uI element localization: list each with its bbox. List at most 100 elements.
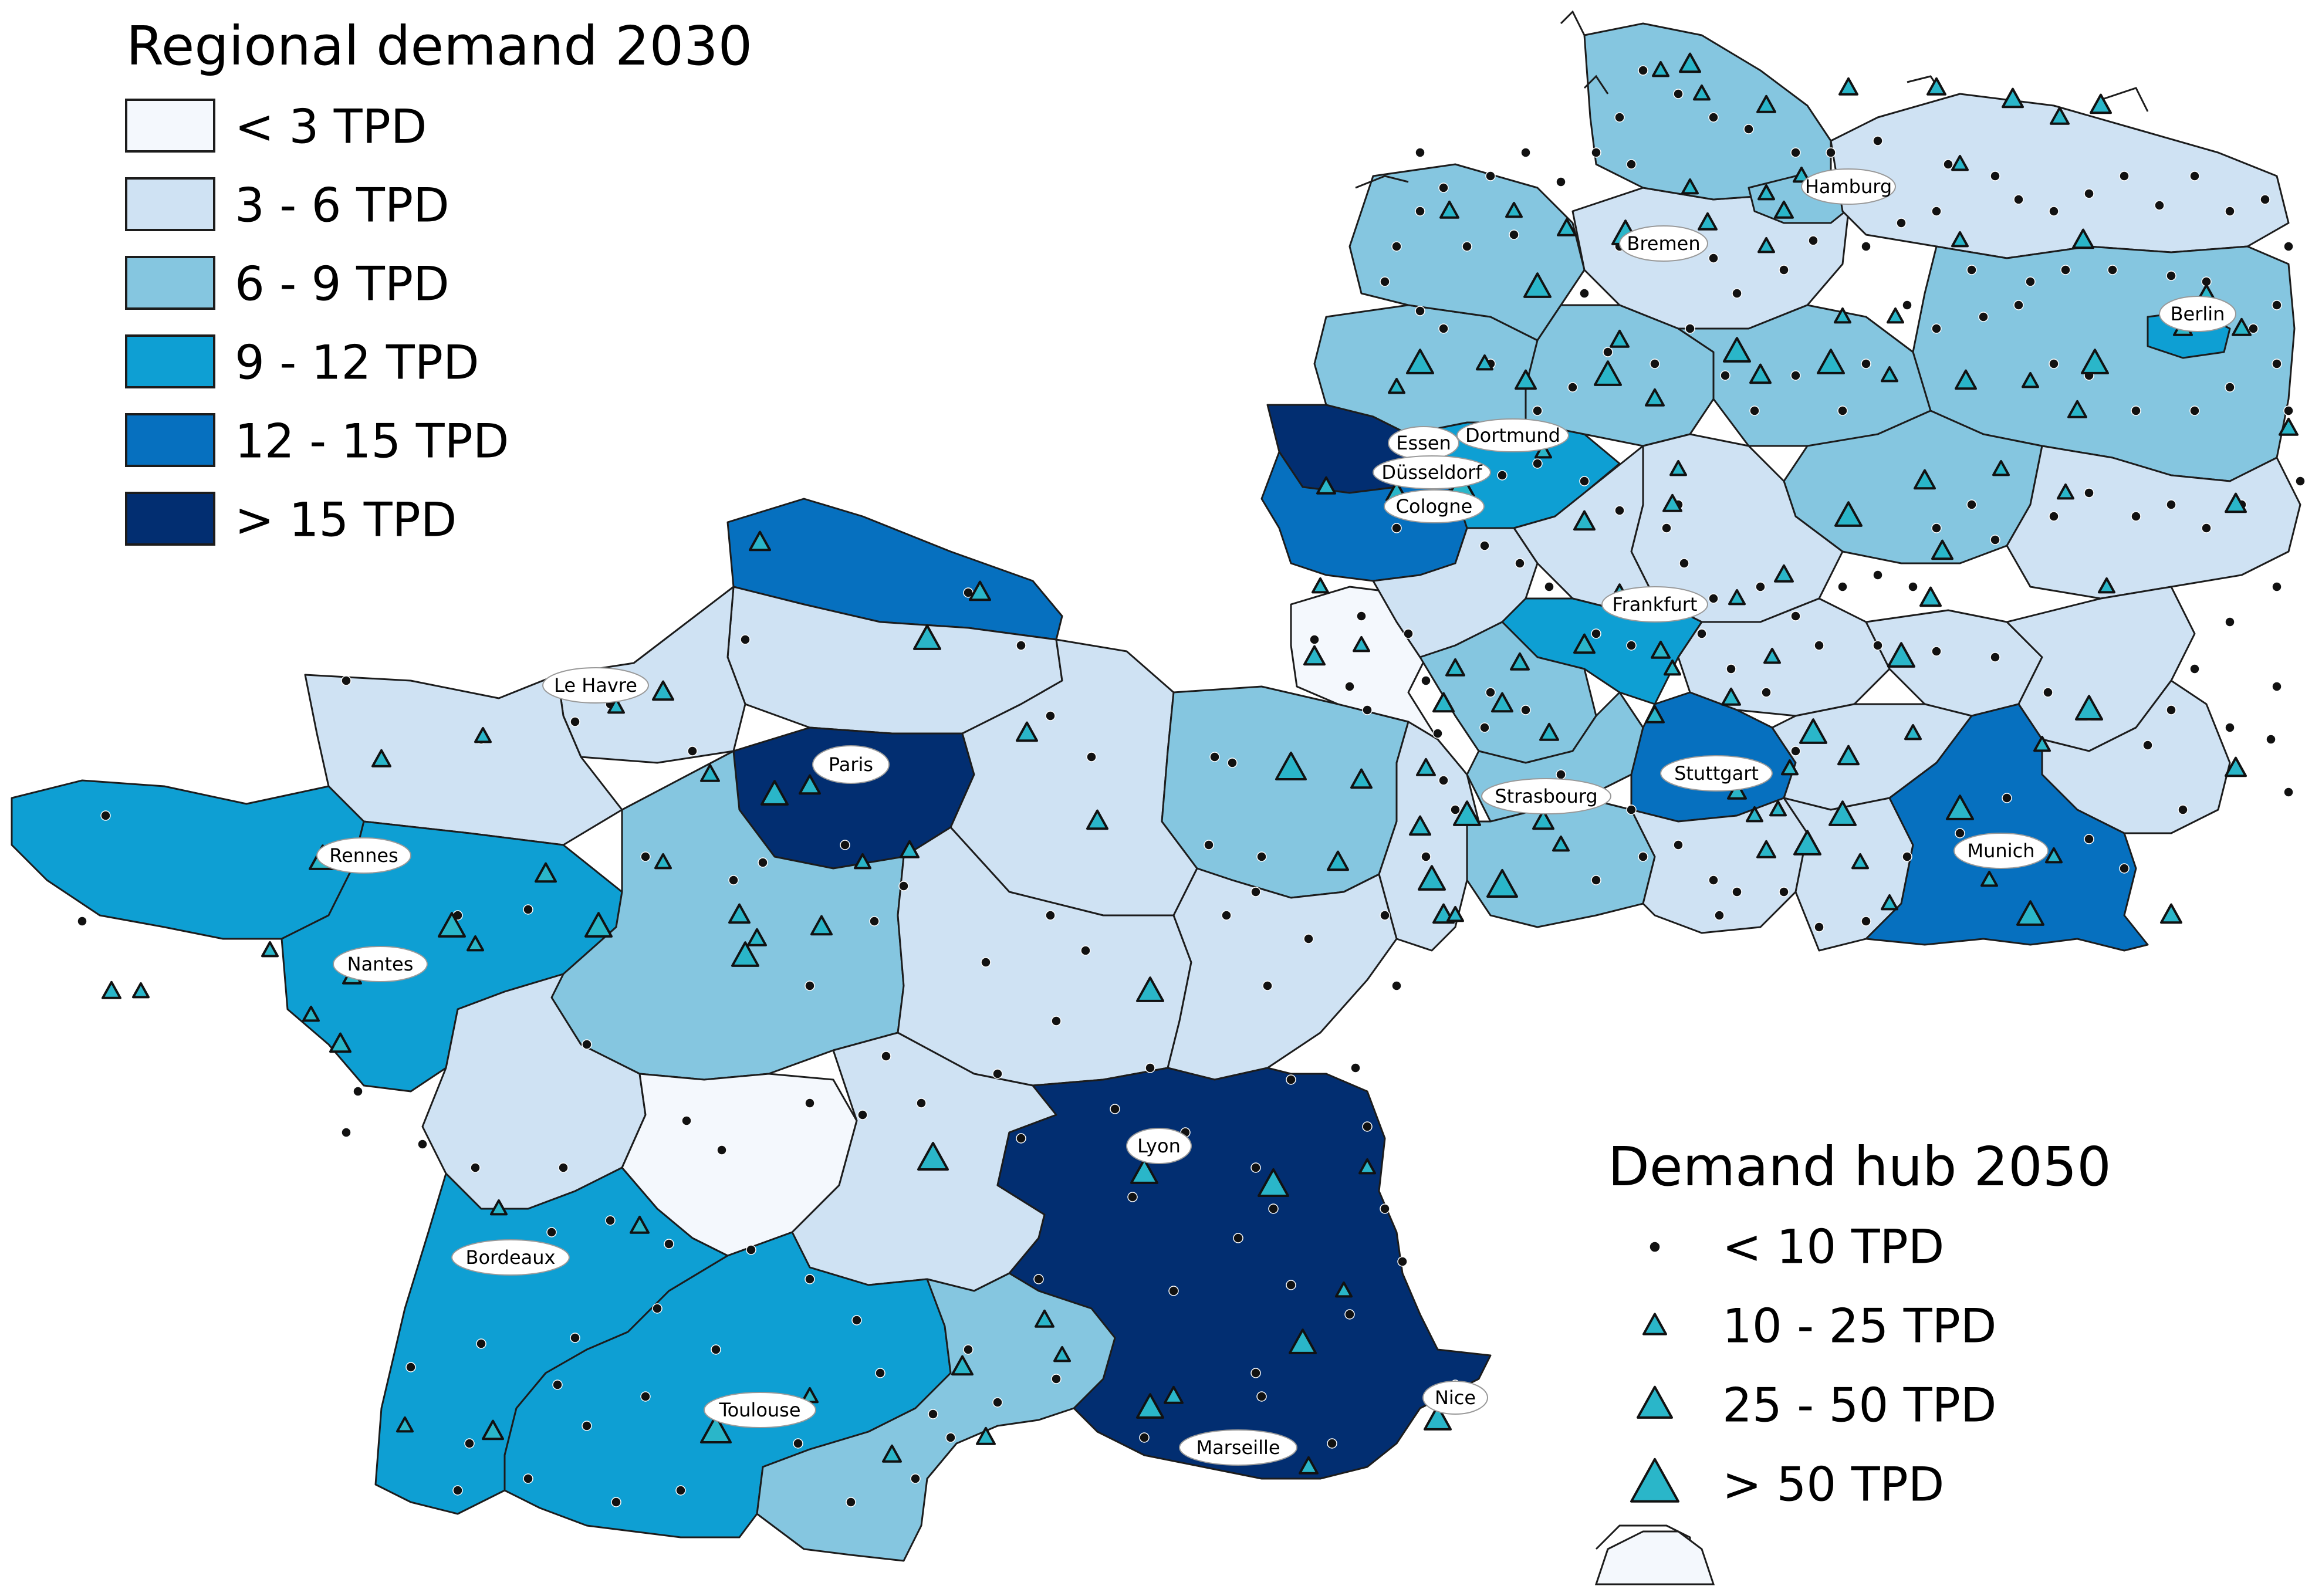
- hub-marker: [1462, 241, 1472, 252]
- hub-marker-triangle: [1594, 360, 1622, 386]
- hub-marker: [1626, 804, 1637, 815]
- regional-legend-label: < 3 TPD: [235, 100, 427, 154]
- coastline-details: [1355, 10, 2149, 1584]
- hub-marker-triangle: [1887, 307, 1904, 324]
- hub-marker: [1168, 1286, 1179, 1296]
- hub-marker-triangle: [1817, 349, 1845, 374]
- hub-marker: [1761, 687, 1772, 698]
- hub-marker-triangle: [1679, 52, 1701, 73]
- hub-marker: [2272, 300, 2282, 310]
- regional-legend-classes: < 3 TPD 3 - 6 TPD 6 - 9 TPD 9 - 12 TPD 12 - …: [125, 99, 509, 547]
- hub-marker: [2142, 740, 2153, 750]
- hub-marker-triangle: [1926, 77, 1946, 96]
- city-name: Bordeaux: [466, 1246, 556, 1269]
- hub-marker-triangle: [1919, 586, 1942, 607]
- hub-marker-triangle: [1353, 635, 1370, 652]
- hub-marker: [640, 851, 651, 862]
- hub-marker: [898, 881, 909, 891]
- hub-marker-triangle: [652, 680, 674, 701]
- hub-marker-triangle: [2232, 317, 2252, 336]
- hub-marker-triangle: [900, 840, 920, 858]
- hub-marker: [1204, 840, 1214, 850]
- city-name: Cologne: [1396, 495, 1473, 518]
- hub-marker: [1397, 1256, 1408, 1267]
- city-label: Nantes: [333, 946, 428, 982]
- hub-marker: [1814, 640, 1824, 651]
- hub-marker: [981, 957, 991, 968]
- hub-marker: [1479, 540, 1490, 551]
- hub-marker-triangle: [1946, 794, 1974, 820]
- hub-marker: [1861, 916, 1871, 927]
- hub-marker-triangle: [1523, 272, 1552, 298]
- city-label: Rennes: [316, 837, 411, 874]
- city-label: Paris: [812, 745, 890, 784]
- hub-marker: [1344, 681, 1355, 692]
- hub-marker: [1732, 887, 1742, 897]
- hub-marker: [2201, 523, 2212, 533]
- hub-legend-title: Demand hub 2050: [1608, 1135, 2111, 1198]
- hub-marker: [1902, 851, 1912, 862]
- city-name: Strasbourg: [1495, 785, 1597, 807]
- hub-marker: [417, 1139, 428, 1149]
- hub-marker: [640, 1391, 651, 1402]
- city-label-bg: [333, 946, 428, 982]
- city-name: Bremen: [1627, 232, 1700, 255]
- hub-marker-triangle: [1887, 642, 1915, 668]
- hub-marker: [1591, 875, 1601, 885]
- city-name: Toulouse: [718, 1399, 800, 1421]
- hub-marker: [928, 1409, 938, 1419]
- hub-marker: [711, 1344, 721, 1355]
- hub-marker-triangle: [1505, 201, 1523, 218]
- hub-marker: [2272, 359, 2282, 369]
- hub-marker: [2166, 499, 2176, 510]
- hub-marker: [1350, 1063, 1361, 1073]
- region-sachsen: [2006, 445, 2301, 600]
- hub-marker: [1303, 934, 1314, 944]
- hub-marker-triangle: [969, 580, 991, 601]
- hub-marker-triangle: [1164, 1385, 1184, 1404]
- hub-marker: [2266, 734, 2276, 745]
- hub-marker-triangle: [1746, 806, 1763, 823]
- hub-marker: [1380, 910, 1390, 921]
- hub-marker-triangle: [1774, 564, 1794, 583]
- hub-marker: [1556, 177, 1566, 187]
- hub-marker: [1779, 265, 1789, 275]
- hub-marker: [740, 634, 751, 645]
- hub-marker: [523, 904, 533, 915]
- regional-legend-swatch: [125, 256, 215, 310]
- hub-marker: [1696, 628, 1707, 639]
- hub-marker: [405, 1362, 416, 1372]
- hub-marker: [1556, 769, 1566, 780]
- hub-marker-triangle: [1793, 166, 1810, 183]
- hub-marker: [570, 716, 580, 727]
- regional-legend: Regional demand 2030 < 3 TPD 3 - 6 TPD 6 -…: [125, 15, 752, 547]
- hub-marker: [611, 1497, 621, 1507]
- hub-marker: [1256, 1391, 1267, 1402]
- hub-marker-triangle: [2057, 483, 2074, 500]
- hub-marker-triangle: [2022, 371, 2039, 388]
- hub-marker: [2260, 194, 2270, 205]
- hub-marker: [1286, 1074, 1296, 1085]
- hub-marker: [1250, 1368, 1261, 1378]
- hub-marker: [2283, 405, 2294, 416]
- hub-marker: [846, 1497, 856, 1507]
- hub-marker: [1743, 124, 1754, 134]
- hub-marker: [2084, 834, 2094, 844]
- hub-marker-triangle: [1303, 645, 1326, 666]
- hub-marker: [675, 1485, 686, 1496]
- bottom-right-landmass: [1594, 1530, 1715, 1585]
- hub-marker: [2084, 188, 2094, 199]
- hub-marker-triangle: [474, 726, 492, 743]
- hub-marker-triangle: [1757, 236, 1775, 253]
- hub-marker: [1415, 306, 1425, 316]
- hub-marker-triangle: [1515, 369, 1537, 390]
- region-hannover: [1525, 304, 1715, 447]
- hub-marker: [1673, 89, 1684, 99]
- hub-marker: [681, 1115, 692, 1126]
- hub-marker-triangle: [1573, 633, 1596, 654]
- hub-marker: [2131, 511, 2141, 522]
- hub-marker-triangle: [1781, 759, 1799, 776]
- hub-marker-triangle: [1035, 1309, 1054, 1328]
- regional-legend-swatch: [125, 413, 215, 467]
- hub-marker-triangle: [1834, 307, 1851, 324]
